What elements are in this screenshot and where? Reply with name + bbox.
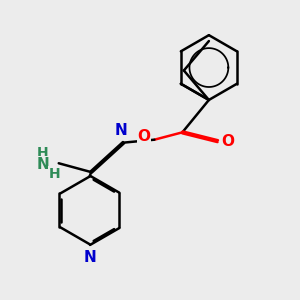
Text: N: N xyxy=(83,250,96,265)
Text: O: O xyxy=(221,134,235,149)
Text: H: H xyxy=(49,167,60,181)
Text: N: N xyxy=(114,123,127,138)
Text: O: O xyxy=(138,129,151,144)
Text: N: N xyxy=(36,157,49,172)
Text: H: H xyxy=(37,146,48,160)
